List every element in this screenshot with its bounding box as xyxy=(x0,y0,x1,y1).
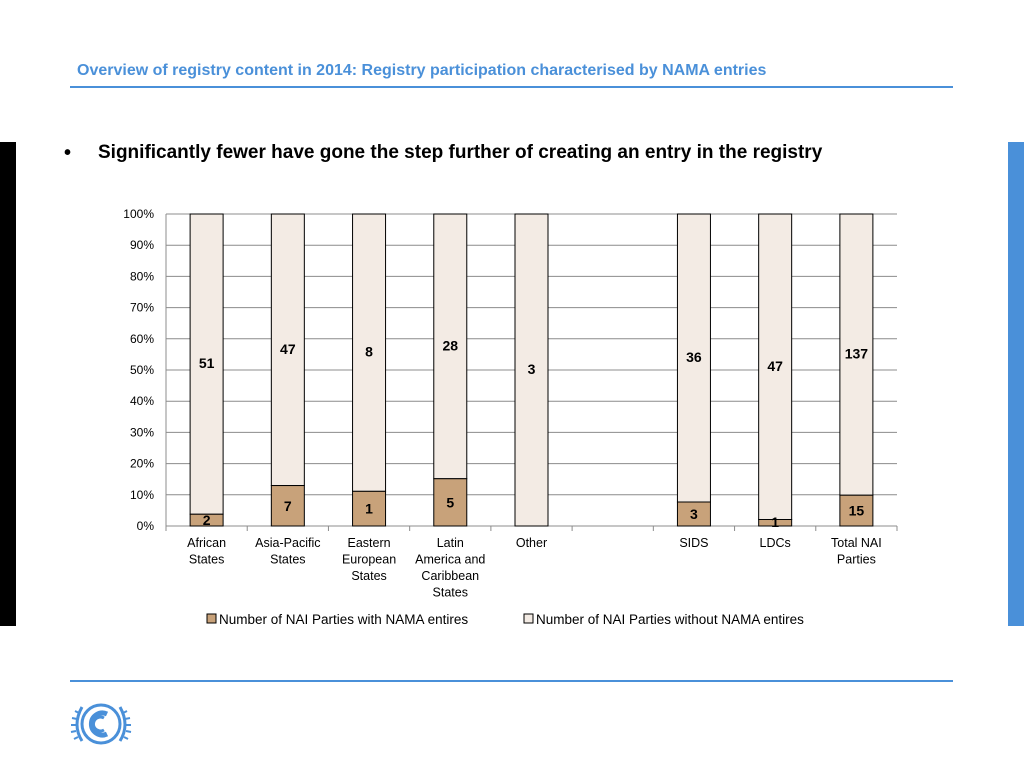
data-label-with-entries: 15 xyxy=(849,503,865,519)
y-tick-label: 100% xyxy=(123,207,154,221)
unfccc-logo-icon xyxy=(70,703,132,745)
bar-with-entries xyxy=(676,501,711,527)
legend-without-entries-swatch xyxy=(523,613,534,624)
y-tick-label: 50% xyxy=(130,363,154,377)
data-label-with-entries: 7 xyxy=(284,498,292,514)
bar-with-entries xyxy=(270,485,305,527)
stacked-bar-chart: 0%10%20%30%40%50%60%70%80%90%100%512Afri… xyxy=(123,207,898,627)
data-label-without-entries: 36 xyxy=(686,349,702,365)
left-accent-bar xyxy=(0,142,16,626)
bar-without-entries xyxy=(433,213,468,480)
bar-with-entries xyxy=(839,494,874,527)
y-tick-label: 90% xyxy=(130,238,154,252)
bar-without-entries xyxy=(839,213,874,496)
bar-with-entries xyxy=(433,478,468,527)
x-category-label: Total NAI Parties xyxy=(831,536,882,567)
y-tick-label: 0% xyxy=(137,519,155,533)
y-tick-label: 30% xyxy=(130,425,154,439)
bar-with-entries xyxy=(189,513,224,527)
data-label-without-entries: 3 xyxy=(528,361,536,377)
bar-without-entries xyxy=(189,213,224,515)
x-category-label: Other xyxy=(516,536,547,550)
x-category-label: Latin America and Caribbean States xyxy=(415,536,485,600)
bar-without-entries xyxy=(514,213,549,527)
bullet-text: Significantly fewer have gone the step f… xyxy=(98,142,823,163)
y-tick-label: 20% xyxy=(130,457,154,471)
data-label-without-entries: 137 xyxy=(845,346,869,362)
y-tick-label: 40% xyxy=(130,394,154,408)
y-tick-label: 70% xyxy=(130,301,154,315)
right-accent-bar xyxy=(1008,142,1024,626)
x-category-label: African States xyxy=(187,536,226,567)
legend-without-entries-label: Number of NAI Parties without NAMA entir… xyxy=(536,612,804,627)
y-tick-label: 60% xyxy=(130,332,154,346)
slide-title: Overview of registry content in 2014: Re… xyxy=(77,62,767,79)
x-category-label: Eastern European States xyxy=(342,536,396,583)
y-tick-label: 10% xyxy=(130,488,154,502)
data-label-without-entries: 28 xyxy=(442,337,458,353)
legend-with-entries-label: Number of NAI Parties with NAMA entires xyxy=(219,612,468,627)
data-label-without-entries: 8 xyxy=(365,344,373,360)
y-tick-label: 80% xyxy=(130,269,154,283)
data-label-without-entries: 47 xyxy=(280,341,296,357)
bar-without-entries xyxy=(676,213,711,503)
bar-without-entries xyxy=(270,213,305,487)
data-label-with-entries: 1 xyxy=(771,514,779,530)
data-label-with-entries: 3 xyxy=(690,506,698,522)
data-label-without-entries: 51 xyxy=(199,355,215,371)
data-label-with-entries: 2 xyxy=(203,512,211,528)
x-category-label: Asia-Pacific States xyxy=(255,536,320,567)
title-divider xyxy=(70,86,953,88)
data-label-without-entries: 47 xyxy=(767,358,783,374)
bar-with-entries xyxy=(758,519,793,527)
x-category-label: SIDS xyxy=(679,536,708,550)
bullet-marker: • xyxy=(64,142,72,164)
bar-without-entries xyxy=(758,213,793,520)
bar-with-entries xyxy=(352,490,387,527)
bar-without-entries xyxy=(352,213,387,492)
data-label-with-entries: 1 xyxy=(365,501,373,517)
legend-with-entries-swatch xyxy=(206,613,217,624)
footer-divider xyxy=(70,680,953,682)
data-label-with-entries: 5 xyxy=(446,494,454,510)
x-category-label: LDCs xyxy=(760,536,791,550)
